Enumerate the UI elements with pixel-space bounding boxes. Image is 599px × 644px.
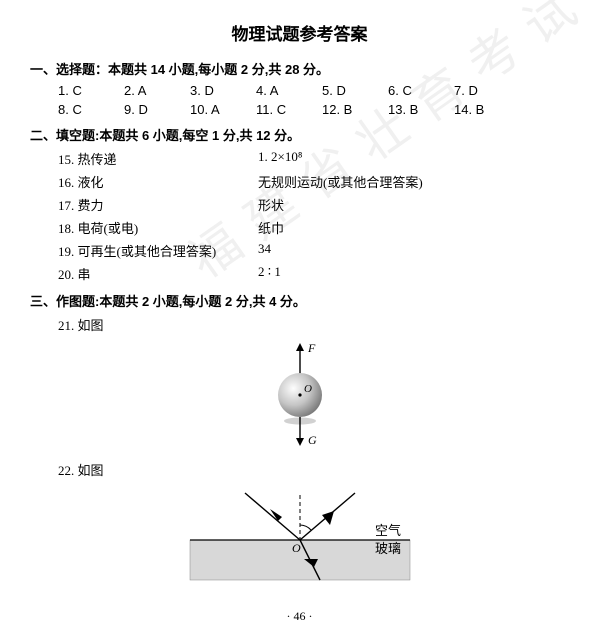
fill-19b: 34 [258, 241, 271, 260]
q21-label: 21. 如图 [30, 315, 569, 334]
fill-15b: 1. 2×10⁸ [258, 149, 302, 168]
fill-17a: 17. 费力 [58, 195, 258, 214]
fill-15a: 15. 热传递 [58, 149, 258, 168]
fill-17: 17. 费力 形状 [30, 195, 569, 214]
mc-row-1: 1. C 2. A 3. D 4. A 5. D 6. C 7. D [30, 83, 569, 98]
glass-label: 玻璃 [375, 541, 401, 556]
mc-item: 1. C [58, 83, 124, 98]
fill-20: 20. 串 2 ∶ 1 [30, 264, 569, 283]
fill-15: 15. 热传递 1. 2×10⁸ [30, 149, 569, 168]
fill-16a: 16. 液化 [58, 172, 258, 191]
force-g-label: G [308, 433, 317, 447]
mc-item: 11. C [256, 102, 322, 117]
fill-19: 19. 可再生(或其他合理答案) 34 [30, 241, 569, 260]
fill-20a: 20. 串 [58, 264, 258, 283]
origin-o-label: O [292, 541, 301, 555]
page-number: · 46 · [30, 609, 569, 624]
mc-item: 5. D [322, 83, 388, 98]
mc-item: 8. C [58, 102, 124, 117]
mc-item: 6. C [388, 83, 454, 98]
force-f-label: F [307, 341, 316, 355]
fill-20b: 2 ∶ 1 [258, 264, 281, 283]
mc-row-2: 8. C 9. D 10. A 11. C 12. B 13. B 14. B [30, 102, 569, 117]
fill-16b: 无规则运动(或其他合理答案) [258, 172, 423, 191]
fill-19a: 19. 可再生(或其他合理答案) [58, 241, 258, 260]
section-3: 三、作图题:本题共 2 小题,每小题 2 分,共 4 分。 [30, 291, 569, 310]
mc-item: 2. A [124, 83, 190, 98]
mc-item: 13. B [388, 102, 454, 117]
fill-18b: 纸巾 [258, 218, 284, 237]
figure-21: F O G [30, 340, 569, 454]
section-2: 二、填空题:本题共 6 小题,每空 1 分,共 12 分。 [30, 125, 569, 144]
mc-item: 12. B [322, 102, 388, 117]
point-o-label: O [304, 383, 312, 395]
fill-18a: 18. 电荷(或电) [58, 218, 258, 237]
mc-item: 9. D [124, 102, 190, 117]
mc-item: 4. A [256, 83, 322, 98]
fill-16: 16. 液化 无规则运动(或其他合理答案) [30, 172, 569, 191]
mc-item: 7. D [454, 83, 520, 98]
section-1: 一、选择题：本题共 14 小题,每小题 2 分,共 28 分。 [30, 59, 569, 78]
air-label: 空气 [375, 523, 401, 538]
q22-label: 22. 如图 [30, 460, 569, 479]
mc-item: 14. B [454, 102, 520, 117]
fill-17b: 形状 [258, 195, 284, 214]
fill-18: 18. 电荷(或电) 纸巾 [30, 218, 569, 237]
mc-item: 10. A [190, 102, 256, 117]
mc-item: 3. D [190, 83, 256, 98]
page-title: 物理试题参考答案 [30, 20, 569, 45]
